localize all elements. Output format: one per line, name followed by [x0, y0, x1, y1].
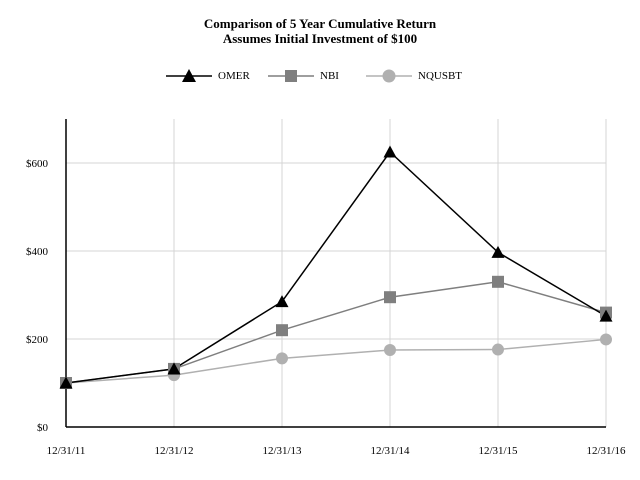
x-tick-label: 12/31/15 — [478, 445, 518, 457]
x-tick-label: 12/31/13 — [262, 445, 302, 457]
legend-marker-square-icon — [268, 70, 314, 82]
series-line-omer — [65, 150, 607, 384]
x-tick-label: 12/31/11 — [47, 445, 86, 457]
x-tick-label: 12/31/16 — [586, 445, 626, 457]
data-point-omer — [383, 145, 397, 158]
y-tick-label: $400 — [26, 246, 49, 258]
legend-label-nqusbt: NQUSBT — [418, 70, 463, 82]
data-point-omer — [59, 376, 73, 389]
data-point-omer — [491, 245, 505, 258]
series-line-nqusbt — [65, 338, 607, 384]
data-point-nqusbt — [600, 333, 612, 346]
y-tick-label: $200 — [26, 334, 49, 346]
y-tick-label: $600 — [26, 158, 49, 170]
data-point-nbi — [384, 291, 396, 304]
series-line-nbi — [65, 281, 607, 384]
data-point-omer — [275, 295, 289, 308]
legend-item-nbi: NBI — [268, 64, 339, 88]
data-point-omer — [599, 309, 613, 322]
data-point-nqusbt — [492, 343, 504, 356]
legend-label-nbi: NBI — [320, 70, 339, 82]
chart-title: Comparison of 5 Year Cumulative Return — [203, 16, 437, 31]
legend-marker-triangle-icon — [166, 69, 212, 82]
legend: OMER NBI NQUSBT — [0, 64, 640, 88]
x-tick-label: 12/31/12 — [154, 445, 193, 457]
y-tick-label: $0 — [37, 422, 49, 434]
legend-marker-circle-icon — [366, 69, 412, 83]
data-point-nbi — [276, 324, 288, 337]
legend-item-nqusbt: NQUSBT — [366, 64, 462, 88]
x-tick-label: 12/31/14 — [370, 445, 410, 457]
data-point-nbi — [492, 275, 504, 288]
legend-label-omer: OMER — [218, 70, 250, 82]
data-point-omer — [167, 362, 181, 375]
legend-item-omer: OMER — [166, 64, 250, 88]
chart-subtitle: Assumes Initial Investment of $100 — [222, 31, 418, 46]
data-point-nqusbt — [384, 344, 396, 356]
data-point-nqusbt — [276, 352, 288, 365]
